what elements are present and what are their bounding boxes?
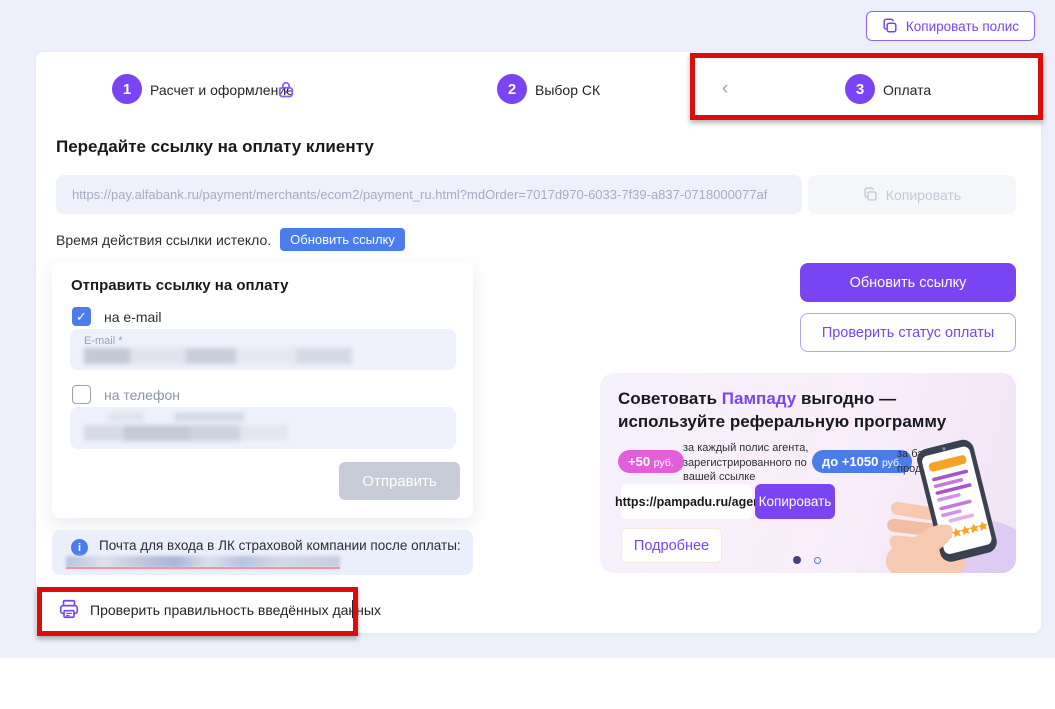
carousel-dot[interactable] [814, 556, 821, 564]
link-expired-row: Время действия ссылки истекло. Обновить … [56, 228, 405, 251]
promo-badge-50: +50 руб. [618, 450, 684, 473]
redacted-phone-value [84, 425, 288, 441]
chevron-left-icon[interactable]: ‹ [722, 78, 729, 99]
copy-link-label: Копировать [885, 186, 962, 203]
copy-policy-label: Копировать полис [905, 18, 1020, 34]
payment-link-input[interactable]: https://pay.alfabank.ru/payment/merchant… [56, 175, 802, 214]
refresh-link-button[interactable]: Обновить ссылку [800, 263, 1016, 302]
step-3-circle[interactable]: 3 [845, 74, 875, 104]
promo-badge-1050-unit: руб. [881, 457, 902, 469]
page-title: Передайте ссылку на оплату клиенту [56, 137, 374, 156]
promo-brand: Пампаду [721, 389, 797, 408]
send-link-card: Отправить ссылку на оплату ✓ на e-mail E… [52, 262, 473, 518]
printer-icon[interactable] [58, 598, 80, 620]
copy-icon [863, 187, 878, 202]
step-2-label: Выбор СК [535, 82, 601, 98]
check-payment-status-button[interactable]: Проверить статус оплаты [800, 313, 1016, 352]
login-email-note-text: Почта для входа в ЛК страховой компании … [99, 538, 461, 553]
redacted-email-value [84, 348, 352, 364]
login-email-note: i Почта для входа в ЛК страховой компани… [52, 530, 473, 575]
promo-badge-50-amount: +50 [628, 454, 654, 469]
send-button[interactable]: Отправить [339, 462, 460, 500]
step-2-circle[interactable]: 2 [497, 74, 527, 104]
email-field[interactable]: E-mail * [70, 329, 456, 370]
referral-link-box[interactable]: https://pampadu.ru/ager [615, 484, 758, 519]
verify-data-link[interactable]: Проверить правильность введённых данных [90, 602, 381, 618]
step-3-label: Оплата [883, 82, 932, 98]
text-cursor [352, 600, 354, 618]
step-1-number: 1 [122, 80, 132, 98]
referral-promo-banner: Советовать Пампаду выгодно — используйте… [600, 373, 1016, 573]
promo-title-prefix: Советовать [618, 389, 722, 408]
promo-badge-50-unit: руб. [653, 457, 674, 469]
redacted-login-email [66, 556, 340, 568]
promo-badge-1050-amount: до +1050 [822, 454, 882, 469]
annotation-box-verify [37, 587, 358, 636]
email-field-label: E-mail * [84, 335, 123, 347]
promo-badge-1050: до +1050 руб. [812, 450, 912, 473]
info-icon-glyph: i [77, 541, 82, 554]
lock-icon [276, 79, 296, 99]
phone-field[interactable] [70, 407, 456, 449]
promo-title: Советовать Пампаду выгодно — используйте… [618, 388, 993, 433]
copy-link-button[interactable]: Копировать [808, 175, 1016, 214]
copy-referral-link-button[interactable]: Копировать [755, 484, 835, 519]
email-checkbox[interactable]: ✓ [72, 307, 91, 326]
step-1-label: Расчет и оформление [150, 82, 294, 98]
link-expired-text: Время действия ссылки истекло. [56, 231, 272, 248]
phone-checkbox-row[interactable]: на телефон [72, 385, 180, 404]
step-1-circle[interactable]: 1 [112, 74, 142, 104]
redacted-phone-label [84, 413, 244, 421]
step-2-number: 2 [507, 80, 517, 98]
phone-checkbox-label: на телефон [104, 386, 180, 403]
promo-benefit-1-text: за каждый полис агента, зарегистрированн… [683, 442, 809, 484]
step-3-number: 3 [855, 80, 865, 98]
check-icon: ✓ [76, 308, 87, 324]
promo-more-button[interactable]: Подробнее [621, 528, 722, 563]
info-icon: i [71, 539, 88, 556]
promo-title-suffix: выгодно — используйте реферальную програ… [618, 389, 947, 431]
refresh-link-inline-button[interactable]: Обновить ссылку [280, 228, 405, 251]
send-card-title: Отправить ссылку на оплату [71, 277, 289, 294]
copy-icon [882, 18, 898, 34]
phone-checkbox[interactable] [72, 385, 91, 404]
redacted-email-underline [66, 567, 340, 569]
carousel-dots [793, 556, 821, 564]
copy-policy-button[interactable]: Копировать полис [866, 11, 1035, 41]
annotation-box-step3 [690, 53, 1043, 120]
email-checkbox-row[interactable]: ✓ на e-mail [72, 307, 162, 326]
email-checkbox-label: на e-mail [104, 308, 162, 325]
carousel-dot-active[interactable] [793, 556, 801, 564]
phone-in-hand-illustration [874, 439, 1016, 573]
